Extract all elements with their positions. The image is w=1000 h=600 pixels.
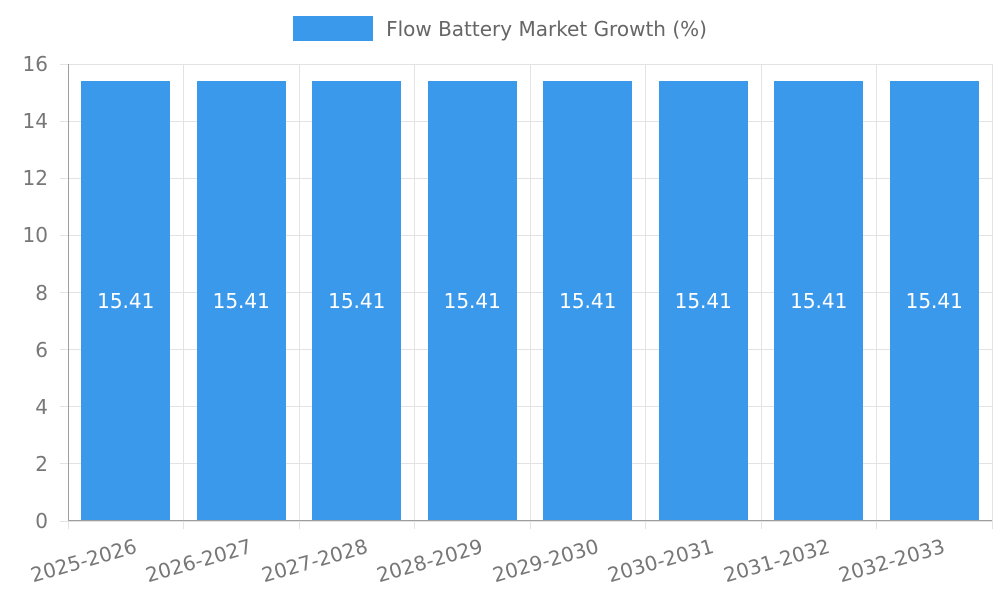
bar-cell: 15.41 bbox=[184, 64, 300, 521]
x-tick-label: 2032-2033 bbox=[836, 534, 948, 588]
x-tick-label: 2025-2026 bbox=[27, 534, 140, 588]
plot-area: 15.41 15.41 15.41 15.41 15.41 15.41 15.41 15.41 bbox=[60, 63, 993, 529]
legend-item[interactable]: Flow Battery Market Growth (%) bbox=[0, 16, 1000, 41]
x-gridline bbox=[298, 64, 300, 529]
y-tick-label: 12 bbox=[22, 166, 48, 191]
bar-value-label: 15.41 bbox=[790, 288, 848, 313]
bar-cell: 15.41 bbox=[761, 64, 877, 521]
bar-2032-2033[interactable]: 15.41 bbox=[889, 80, 979, 521]
bar-2030-2031[interactable]: 15.41 bbox=[658, 80, 748, 521]
y-tick-label: 2 bbox=[35, 451, 48, 476]
y-tick-label: 10 bbox=[22, 223, 48, 248]
y-gridline bbox=[60, 234, 992, 236]
x-tick-label: 2029-2030 bbox=[489, 534, 602, 588]
bar-value-label: 15.41 bbox=[212, 288, 270, 313]
y-tick-label: 8 bbox=[35, 280, 48, 305]
bar-value-label: 15.41 bbox=[559, 288, 617, 313]
y-tick-label: 6 bbox=[35, 337, 48, 362]
y-gridline bbox=[60, 292, 992, 293]
x-tick-label: 2026-2027 bbox=[143, 534, 255, 588]
y-tick-label: 4 bbox=[35, 394, 48, 419]
x-gridline bbox=[414, 64, 415, 529]
y-tick-label: 14 bbox=[22, 109, 48, 134]
y-gridline bbox=[60, 406, 992, 408]
y-tick-label: 0 bbox=[35, 509, 48, 533]
bar-cell: 15.41 bbox=[299, 64, 415, 521]
x-axis-labels: 2025-2026 2026-2027 2027-2028 2028-2029 2029… bbox=[28, 522, 992, 600]
bar-value-label: 15.41 bbox=[328, 288, 386, 313]
bar-2026-2027[interactable]: 15.41 bbox=[196, 80, 286, 521]
bar-value-label: 15.41 bbox=[443, 288, 501, 313]
bar-cell: 15.41 bbox=[415, 64, 531, 521]
bar-value-label: 15.41 bbox=[674, 288, 732, 313]
x-gridline bbox=[876, 64, 877, 529]
x-gridline bbox=[529, 64, 531, 529]
bar-2029-2030[interactable]: 15.41 bbox=[543, 80, 633, 521]
bar-value-label: 15.41 bbox=[97, 288, 155, 313]
x-tick-label: 2027-2028 bbox=[258, 534, 371, 588]
x-tick-label: 2028-2029 bbox=[374, 534, 486, 588]
y-gridline bbox=[60, 520, 992, 522]
bar-cell: 15.41 bbox=[877, 64, 993, 521]
y-tick-label: 16 bbox=[22, 52, 48, 76]
y-gridline bbox=[60, 63, 992, 65]
x-gridline bbox=[183, 64, 184, 529]
x-axis-line bbox=[68, 520, 992, 521]
bar-cell: 15.41 bbox=[646, 64, 762, 521]
legend-label: Flow Battery Market Growth (%) bbox=[386, 16, 707, 41]
y-axis-labels: 0 2 4 6 8 10 12 14 16 bbox=[0, 54, 48, 531]
y-gridline bbox=[60, 463, 992, 465]
x-tick-label: 2030-2031 bbox=[605, 534, 717, 588]
bar-value-label: 15.41 bbox=[905, 288, 963, 313]
bar-cell: 15.41 bbox=[530, 64, 646, 521]
x-gridline bbox=[645, 64, 646, 529]
x-tick-label: 2031-2032 bbox=[720, 534, 833, 588]
bar-cell: 15.41 bbox=[68, 64, 184, 521]
y-gridline bbox=[60, 349, 992, 351]
x-gridline bbox=[760, 64, 762, 529]
x-gridline bbox=[991, 64, 993, 529]
bar-2031-2032[interactable]: 15.41 bbox=[774, 80, 864, 521]
bar-2025-2026[interactable]: 15.41 bbox=[81, 80, 171, 521]
bar-2028-2029[interactable]: 15.41 bbox=[427, 80, 517, 521]
legend-swatch-icon bbox=[293, 16, 374, 41]
y-gridline bbox=[60, 120, 992, 122]
y-gridline bbox=[60, 177, 992, 179]
y-axis-line bbox=[68, 64, 69, 521]
bar-2027-2028[interactable]: 15.41 bbox=[312, 80, 402, 521]
